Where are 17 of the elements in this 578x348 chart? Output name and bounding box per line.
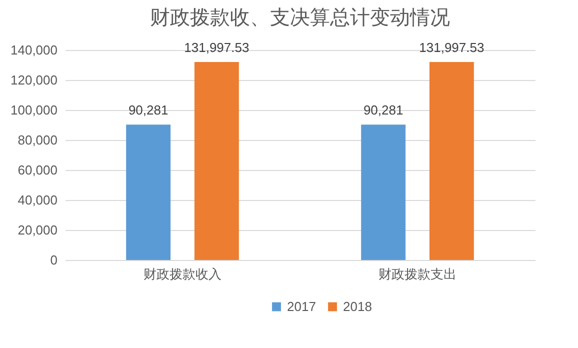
data-label: 131,997.53 [184,40,250,56]
data-label: 90,281 [128,102,168,118]
y-tick-label: 120,000 [10,72,58,88]
chart-title: 财政拨款收、支决算总计变动情况 [150,7,450,30]
y-tick-label: 100,000 [10,102,58,118]
y-tick-label: 140,000 [10,42,58,58]
legend-label: 2017 [287,298,316,314]
data-label: 90,281 [363,102,404,118]
y-tick-label: 0 [50,252,58,268]
y-tick-label: 40,000 [18,192,58,208]
data-label: 131,997.53 [419,40,484,56]
y-tick-label: 60,000 [18,162,58,178]
legend-label: 2018 [343,298,372,314]
y-tick-label: 80,000 [18,132,58,148]
x-tick-label: 财政拨款收入 [144,266,222,282]
y-tick-label: 20,000 [18,222,58,238]
x-tick-label: 财政拨款支出 [378,266,456,282]
